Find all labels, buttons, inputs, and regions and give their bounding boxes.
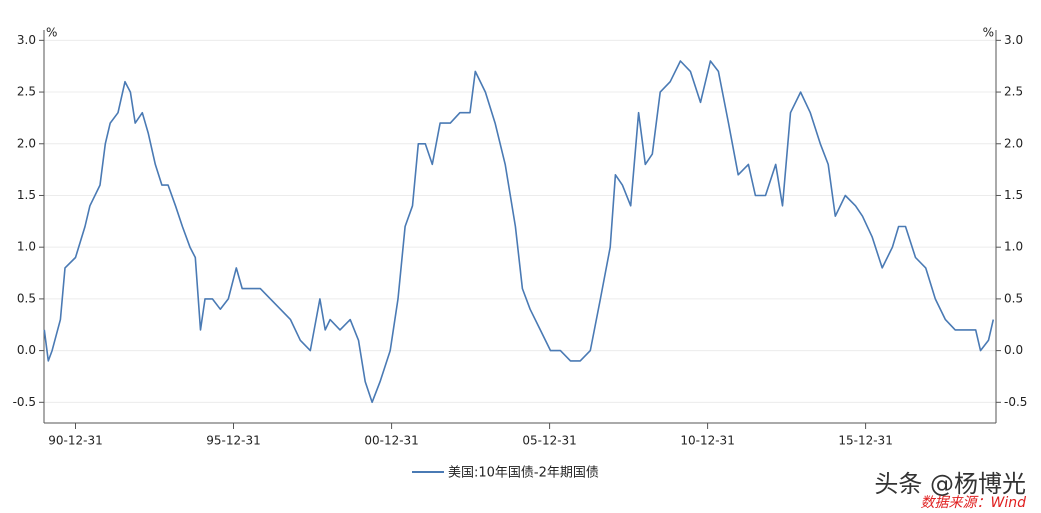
y-unit: % bbox=[46, 26, 57, 40]
y2-unit: % bbox=[983, 26, 994, 40]
x-tick-label: 00-12-31 bbox=[364, 434, 418, 448]
x-tick-label: 95-12-31 bbox=[206, 434, 260, 448]
y-tick-label: 1.0 bbox=[17, 240, 36, 254]
y-tick-label: -0.5 bbox=[13, 395, 36, 409]
legend-label: 美国:10年国债-2年期国债 bbox=[448, 466, 599, 481]
y2-tick-label: 2.0 bbox=[1004, 136, 1023, 150]
x-tick-label: 05-12-31 bbox=[522, 434, 576, 448]
y2-tick-label: -0.5 bbox=[1004, 395, 1027, 409]
x-tick-label: 90-12-31 bbox=[48, 434, 102, 448]
y-tick-label: 2.0 bbox=[17, 136, 36, 150]
y2-tick-label: 0.5 bbox=[1004, 291, 1023, 305]
y-tick-label: 3.0 bbox=[17, 33, 36, 47]
y-tick-label: 0.0 bbox=[17, 343, 36, 357]
x-tick-label: 15-12-31 bbox=[838, 434, 892, 448]
y-tick-label: 0.5 bbox=[17, 291, 36, 305]
y2-tick-label: 1.5 bbox=[1004, 188, 1023, 202]
y-tick-label: 1.5 bbox=[17, 188, 36, 202]
y2-tick-label: 0.0 bbox=[1004, 343, 1023, 357]
series-line bbox=[43, 60, 995, 404]
y2-tick-label: 2.5 bbox=[1004, 85, 1023, 99]
y-tick-label: 2.5 bbox=[17, 85, 36, 99]
source: 数据来源：Wind bbox=[921, 495, 1027, 511]
y2-tick-label: 1.0 bbox=[1004, 240, 1023, 254]
watermark: 头条 @杨博光 bbox=[874, 470, 1026, 498]
x-tick-label: 10-12-31 bbox=[680, 434, 734, 448]
y2-tick-label: 3.0 bbox=[1004, 33, 1023, 47]
